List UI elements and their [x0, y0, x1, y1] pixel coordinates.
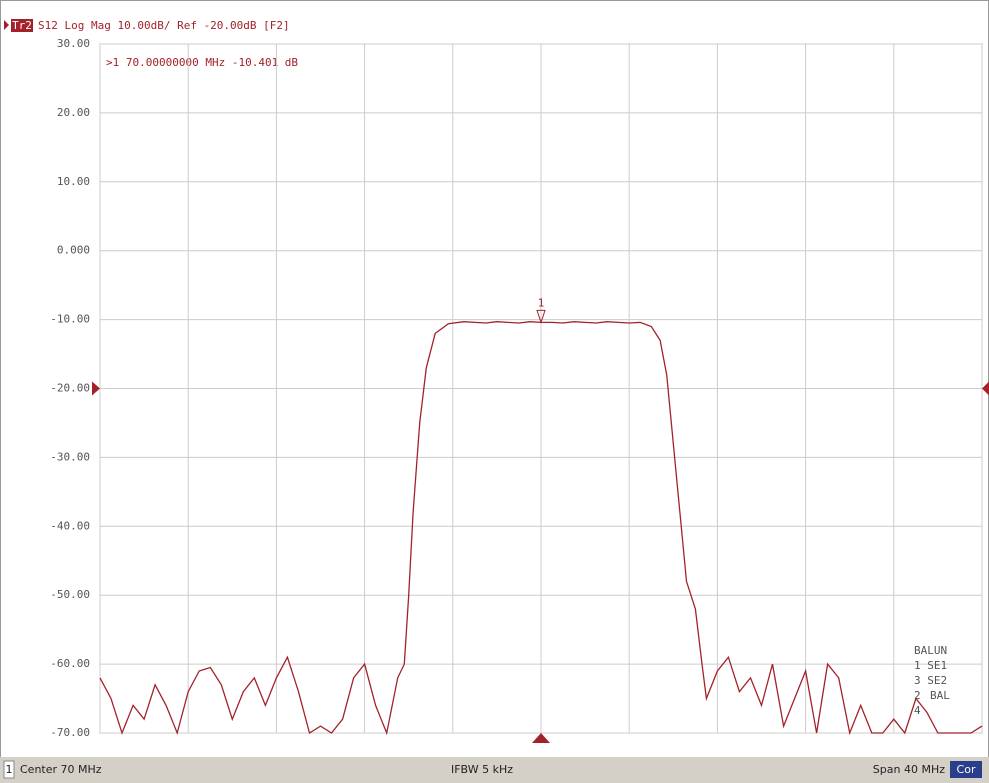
- cor: Cor: [957, 763, 976, 776]
- marker-label: 1: [538, 296, 545, 309]
- status-bar: [0, 757, 989, 783]
- y-tick-label: -50.00: [50, 588, 90, 601]
- channel: 1: [6, 763, 13, 776]
- balun-row: 2: [914, 689, 921, 702]
- trace-label: Tr2: [12, 19, 32, 32]
- trace: [99, 321, 983, 736]
- y-tick-label: -20.00: [50, 382, 90, 395]
- center: Center 70 MHz: [20, 763, 102, 776]
- y-tick-label: -10.00: [50, 313, 90, 326]
- ifbw: IFBW 5 kHz: [451, 763, 513, 776]
- active-indicator: [4, 20, 9, 30]
- balun-row: 3 SE2: [914, 674, 947, 687]
- y-tick-label: -60.00: [50, 657, 90, 670]
- channel-box: [3, 760, 15, 779]
- y-tick-label: 20.00: [57, 106, 90, 119]
- ref-arrow-right: [982, 381, 989, 396]
- y-tick-label: 0.000: [57, 244, 90, 257]
- center-arrow: [532, 733, 550, 743]
- ref-arrow-left: [92, 381, 100, 396]
- balun-row: 1 SE1: [914, 659, 947, 672]
- span: Span 40 MHz: [873, 763, 945, 776]
- y-tick-label: 10.00: [57, 175, 90, 188]
- balun-row: 4: [914, 704, 921, 717]
- trace-header: S12 Log Mag 10.00dB/ Ref -20.00dB [F2]: [38, 19, 290, 32]
- y-tick-label: -70.00: [50, 726, 90, 739]
- y-tick-label: -30.00: [50, 450, 90, 463]
- cor-box: [950, 761, 982, 778]
- trace-badge: [11, 19, 33, 32]
- y-tick-label: 30.00: [57, 37, 90, 50]
- y-tick-label: -40.00: [50, 519, 90, 532]
- balun-title: BALUN: [914, 644, 947, 657]
- balun-row: BAL: [930, 689, 950, 702]
- marker-readout: >1 70.00000000 MHz -10.401 dB: [106, 56, 298, 69]
- marker: [536, 309, 546, 324]
